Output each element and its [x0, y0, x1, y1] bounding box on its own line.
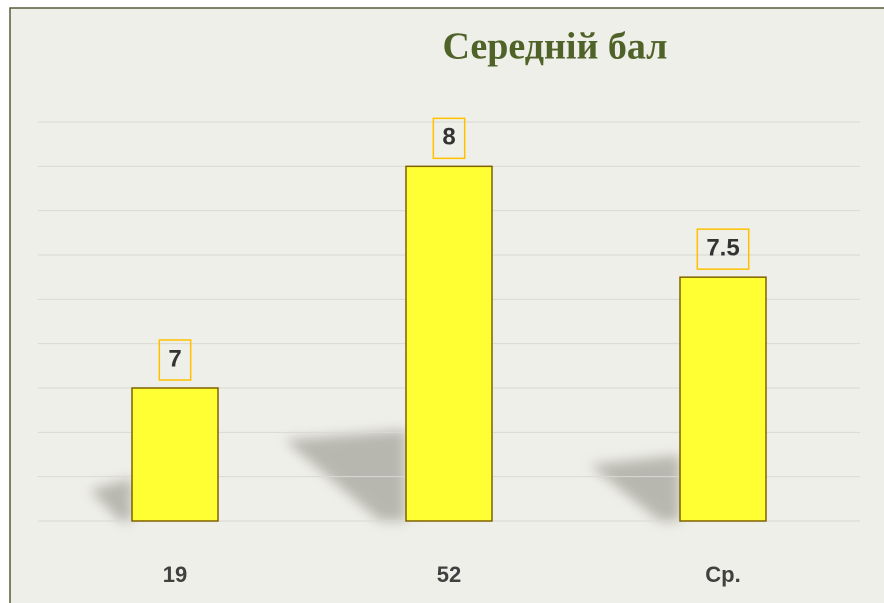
data-label-box [158, 339, 192, 381]
data-label: 7 [168, 345, 181, 372]
bar [131, 387, 219, 522]
data-label: 8 [442, 124, 455, 151]
bar [405, 165, 493, 522]
bar-shadows [90, 430, 680, 521]
x-tick-label: 52 [437, 562, 461, 587]
x-tick-label: 19 [163, 562, 187, 587]
bar [679, 276, 767, 522]
data-label-box [432, 117, 466, 160]
chart-title: Середній бал [443, 26, 668, 68]
data-label-box [696, 228, 750, 270]
x-tick-label: Ср. [705, 562, 740, 587]
data-label: 7.5 [706, 235, 739, 262]
